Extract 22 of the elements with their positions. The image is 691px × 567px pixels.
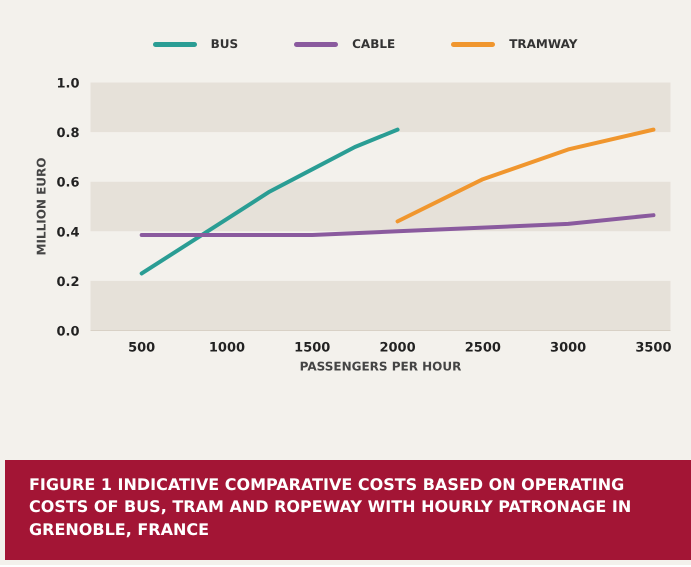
x-tick-label: 3000 [550, 340, 586, 356]
y-tick-label: 0.4 [56, 225, 80, 240]
x-axis-title: PASSENGERS PER HOUR [300, 360, 462, 374]
text: FIGURE 1 INDICATIVE COMPARATIVE COSTS BASED ON OPERATING COSTS OF BUS, TRAM AND ROPEWAY WITH HOURLY PATRONAGE IN GRENOBLE, FRANCE [29, 474, 632, 541]
y-tick-label: 0.6 [56, 176, 80, 191]
x-tick-label: 1500 [294, 340, 330, 356]
y-tick-label: 0.8 [56, 126, 80, 142]
line-series [140, 128, 400, 276]
x-tick-label: 2000 [379, 340, 416, 356]
y-tick-label: 1.0 [56, 76, 80, 92]
x-tick-label: 1000 [208, 340, 246, 356]
line-series [140, 213, 656, 238]
y-tick-label: 0.0 [56, 324, 80, 340]
line-series [396, 128, 656, 224]
x-tick-label: 3500 [635, 340, 672, 356]
legend-label: BUS [210, 36, 238, 53]
y-tick-label: 0.2 [56, 274, 80, 290]
x-tick-label: 2500 [464, 340, 501, 356]
legend-label: TRAMWAY [509, 36, 578, 53]
y-axis-title: MILLION EURO [34, 158, 48, 256]
x-tick-label: 500 [128, 340, 156, 356]
legend-label: CABLE [352, 36, 396, 53]
